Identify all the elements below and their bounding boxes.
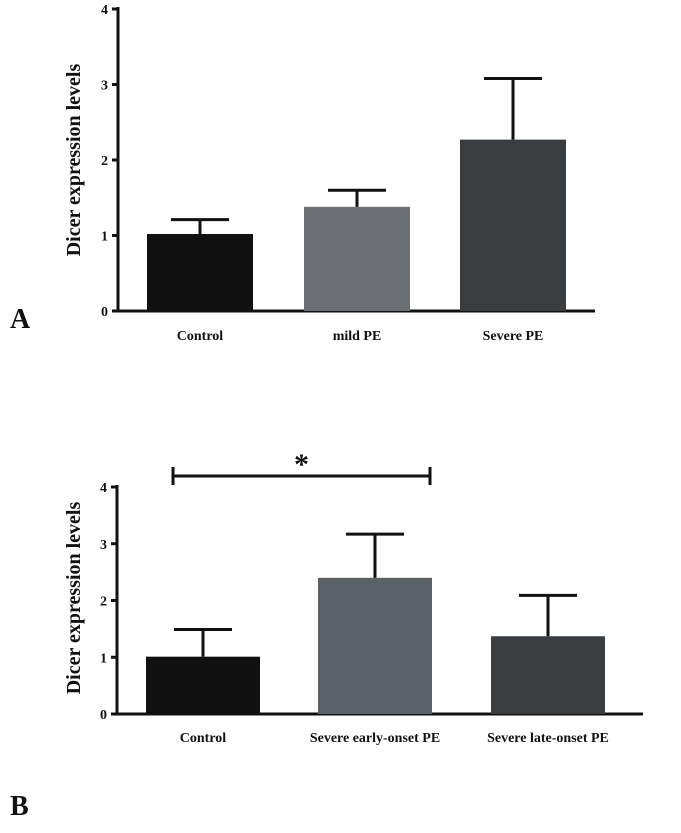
significance-marker: *: [294, 448, 309, 481]
y-tick-label: 0: [101, 305, 108, 320]
bar: [146, 656, 260, 714]
y-tick-label: 1: [100, 651, 107, 666]
bar: [318, 577, 432, 714]
y-tick-label: 4: [101, 3, 108, 18]
y-tick-label: 0: [100, 708, 107, 723]
category-label: Severe late-onset PE: [487, 731, 609, 746]
y-tick-label: 1: [101, 230, 108, 245]
y-tick-label: 4: [100, 481, 107, 496]
panel-a-chart: 0 1 2 3 4 Dicer expression levels Control mild …: [10, 3, 595, 344]
category-label: Severe early-onset PE: [310, 731, 440, 746]
bar: [460, 139, 566, 311]
bar: [491, 636, 605, 714]
category-label: Control: [177, 329, 224, 344]
y-axis-title: Dicer expression levels: [63, 502, 85, 695]
panel-b-chart: 0 1 2 3 4 Dicer expression levels Control Sever…: [10, 448, 643, 822]
category-label: Control: [180, 731, 227, 746]
y-tick-label: 2: [100, 595, 107, 610]
panel-label: A: [10, 304, 31, 335]
y-axis-title: Dicer expression levels: [63, 64, 85, 257]
category-label: Severe PE: [483, 329, 544, 344]
bar: [304, 206, 410, 311]
y-tick-label: 3: [100, 538, 107, 553]
category-label: mild PE: [333, 329, 382, 344]
bar: [147, 233, 253, 311]
y-tick-label: 3: [101, 79, 108, 94]
panel-label: B: [10, 791, 29, 822]
y-tick-label: 2: [101, 154, 108, 169]
